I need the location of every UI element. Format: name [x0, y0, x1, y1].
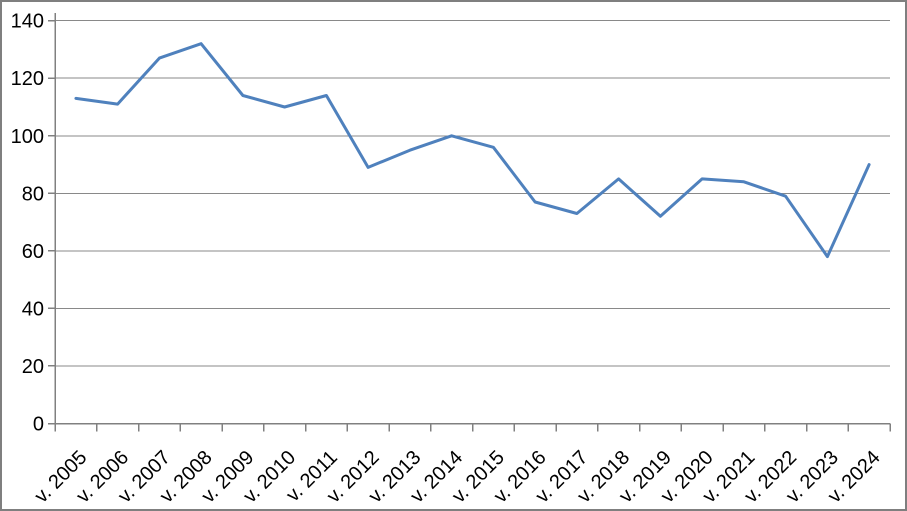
data-series-line	[74, 42, 871, 259]
y-tick-label: 120	[11, 68, 44, 90]
y-tick-label: 80	[22, 183, 44, 205]
y-tick-label: 100	[11, 126, 44, 148]
y-tick-label: 20	[22, 356, 44, 378]
y-tick-label: 0	[33, 414, 44, 436]
y-tick-label: 60	[22, 241, 44, 263]
y-axis-labels-group: 0 20 40 60 80 100 120 140	[11, 11, 44, 436]
y-tick-label: 140	[11, 11, 44, 33]
axes-group	[48, 13, 890, 425]
tick-marks-group	[48, 19, 891, 432]
gridlines-group	[55, 20, 890, 367]
y-tick-label: 40	[22, 298, 44, 320]
